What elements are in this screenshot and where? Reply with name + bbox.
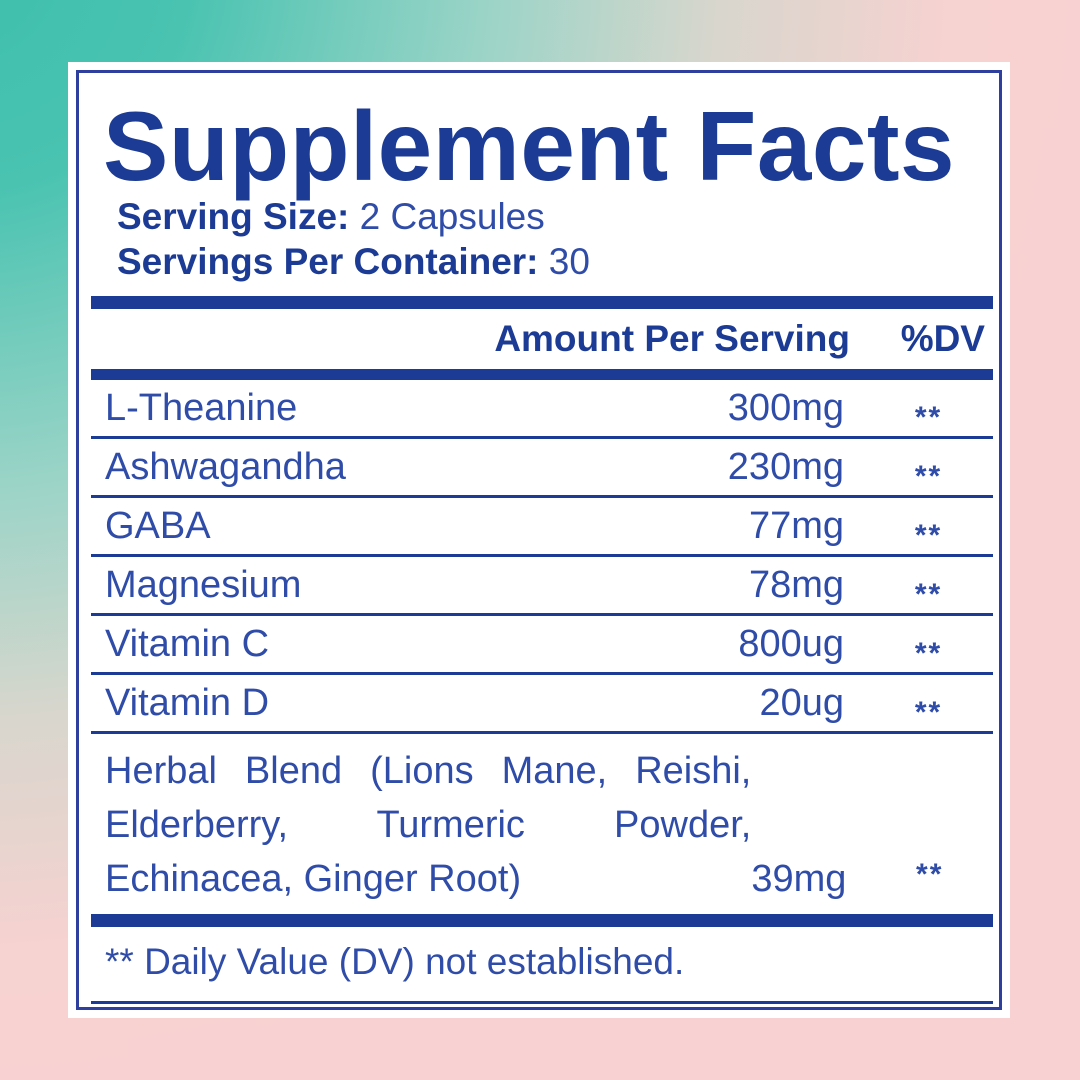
table-row: L-Theanine 300mg **: [91, 380, 993, 439]
divider-thick-under-header: [91, 369, 993, 380]
dv-asterisks: **: [914, 459, 943, 493]
panel-title: Supplement Facts: [103, 91, 956, 201]
divider-thick-top: [91, 296, 993, 309]
herbal-blend-text: Herbal Blend (Lions Mane, Reishi, Elderb…: [105, 750, 752, 900]
ingredient-amount: 800ug: [738, 622, 844, 665]
supplement-facts-panel: Supplement Facts Serving Size: 2 Capsule…: [68, 62, 1010, 1018]
divider-thick-bottom: [91, 914, 993, 927]
table-row: Vitamin C 800ug **: [91, 616, 993, 675]
ingredient-name: Ashwagandha: [105, 445, 346, 488]
ingredient-dv: **: [844, 623, 987, 670]
serving-size-label: Serving Size:: [117, 196, 350, 237]
ingredient-name: L-Theanine: [105, 386, 298, 429]
ingredient-name: Vitamin C: [105, 622, 270, 665]
ingredient-dv: **: [844, 446, 987, 493]
ingredient-name: Vitamin D: [105, 681, 270, 724]
herbal-blend-dv: **: [846, 849, 987, 906]
ingredient-name: GABA: [105, 504, 211, 547]
servings-per-container-value: 30: [538, 241, 590, 282]
ingredient-dv: **: [844, 387, 987, 434]
dv-asterisks: **: [914, 518, 943, 552]
serving-size-line: Serving Size: 2 Capsules: [117, 194, 999, 239]
ingredient-amount: 77mg: [748, 504, 844, 547]
ingredient-dv: **: [844, 682, 987, 729]
ingredient-dv: **: [844, 505, 987, 552]
herbal-blend-row: Herbal Blend (Lions Mane, Reishi, Elderb…: [91, 734, 993, 914]
dv-asterisks: **: [916, 858, 944, 891]
herbal-blend-amount: 39mg: [751, 858, 847, 900]
servings-per-container-line: Servings Per Container: 30: [117, 239, 999, 284]
servings-per-container-label: Servings Per Container:: [117, 241, 539, 282]
ingredient-amount: 78mg: [748, 563, 844, 606]
ingredient-amount: 300mg: [727, 386, 844, 429]
panel-content: Supplement Facts Serving Size: 2 Capsule…: [79, 73, 999, 1007]
dv-header: %DV: [900, 318, 985, 359]
ingredient-dv: **: [844, 564, 987, 611]
table-row: Vitamin D 20ug **: [91, 675, 993, 734]
ingredient-amount: 20ug: [759, 681, 844, 724]
ingredient-amount: 230mg: [727, 445, 844, 488]
dv-asterisks: **: [914, 400, 943, 434]
table-row: Magnesium 78mg **: [91, 557, 993, 616]
bottom-rule: [91, 1001, 993, 1004]
dv-asterisks: **: [914, 695, 943, 729]
ingredient-name: Magnesium: [105, 563, 302, 606]
daily-value-footnote: ** Daily Value (DV) not established.: [105, 941, 685, 982]
table-header-row: Amount Per Serving %DV: [79, 309, 999, 369]
amount-per-serving-header: Amount Per Serving: [494, 318, 850, 359]
dv-asterisks: **: [914, 636, 943, 670]
table-row: GABA 77mg **: [91, 498, 993, 557]
dv-asterisks: **: [914, 577, 943, 611]
serving-size-value: 2 Capsules: [349, 196, 545, 237]
table-row: Ashwagandha 230mg **: [91, 439, 993, 498]
